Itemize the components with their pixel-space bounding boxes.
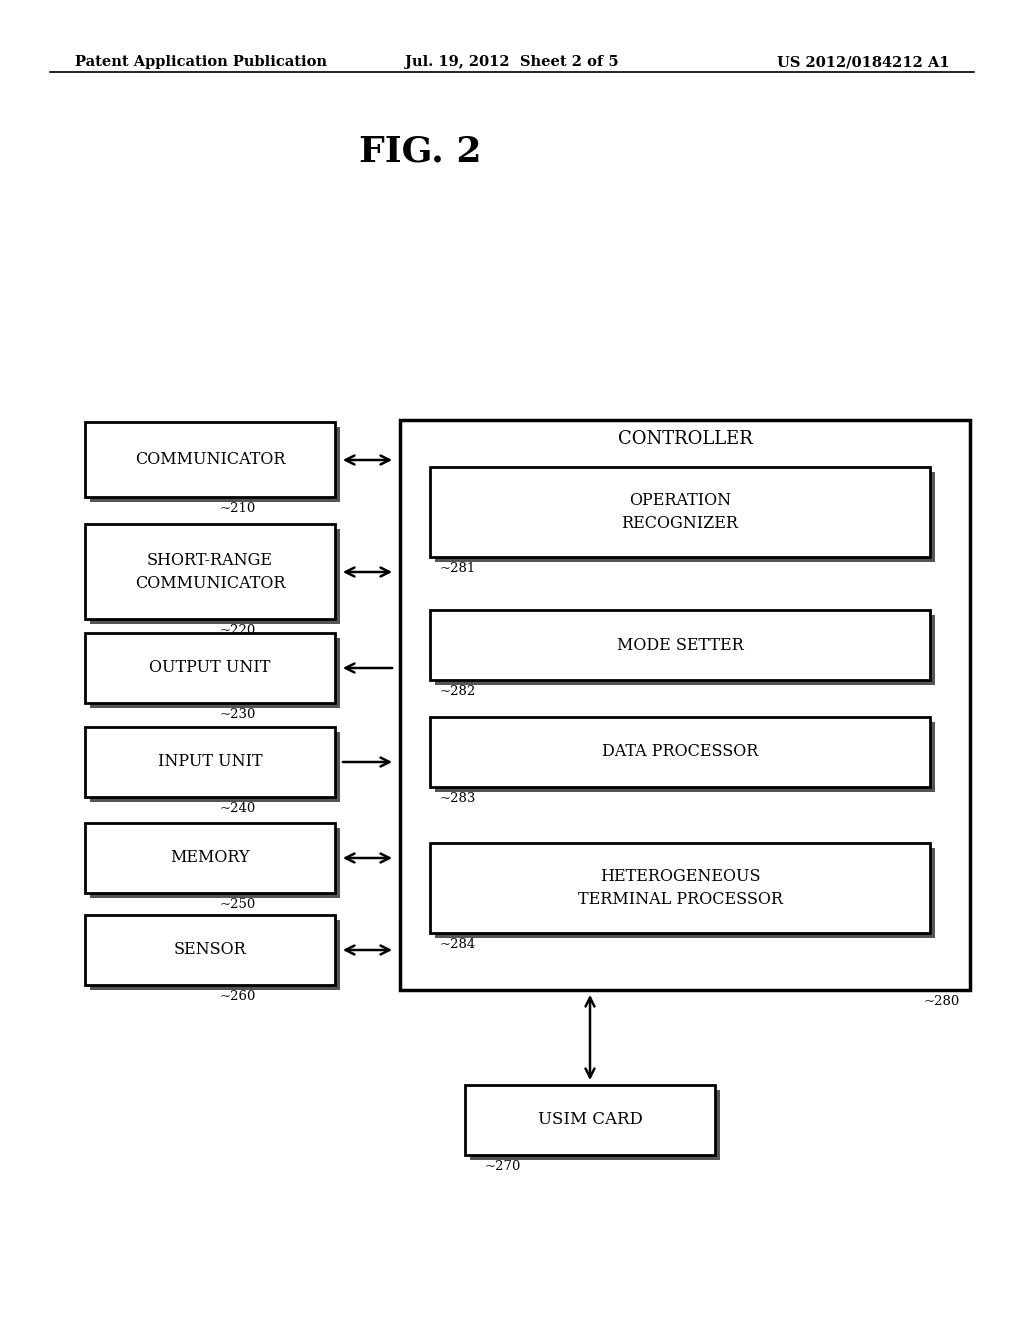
Text: ~283: ~283 (440, 792, 476, 805)
Text: USIM CARD: USIM CARD (538, 1111, 642, 1129)
Bar (435, 847, 935, 939)
Text: US 2012/0184212 A1: US 2012/0184212 A1 (777, 55, 950, 69)
Text: DATA PROCESSOR: DATA PROCESSOR (602, 743, 758, 760)
Text: CONTROLLER: CONTROLLER (617, 430, 753, 447)
Bar (85, 422, 335, 498)
Bar (90, 638, 340, 708)
Bar (90, 733, 340, 803)
Text: ~284: ~284 (440, 939, 476, 950)
Text: ~250: ~250 (220, 898, 256, 911)
Bar (90, 828, 340, 898)
Bar (85, 634, 335, 704)
Bar (435, 473, 935, 562)
Bar (85, 524, 335, 619)
Bar (435, 722, 935, 792)
Text: MODE SETTER: MODE SETTER (616, 636, 743, 653)
Text: ~230: ~230 (220, 708, 256, 721)
Text: OPERATION
RECOGNIZER: OPERATION RECOGNIZER (622, 492, 738, 532)
Text: INPUT UNIT: INPUT UNIT (158, 754, 262, 771)
Text: Patent Application Publication: Patent Application Publication (75, 55, 327, 69)
Text: ~280: ~280 (924, 995, 961, 1008)
Text: ~210: ~210 (220, 502, 256, 515)
Text: COMMUNICATOR: COMMUNICATOR (135, 451, 286, 469)
Text: ~282: ~282 (440, 685, 476, 698)
Bar (90, 920, 340, 990)
Bar (90, 426, 340, 502)
Bar (85, 822, 335, 894)
Bar (430, 467, 930, 557)
Bar (435, 615, 935, 685)
Text: ~220: ~220 (220, 624, 256, 638)
Text: ~240: ~240 (220, 803, 256, 814)
Bar (85, 727, 335, 797)
Bar (85, 915, 335, 985)
Bar (430, 717, 930, 787)
Bar (465, 1085, 715, 1155)
Text: FIG. 2: FIG. 2 (358, 135, 481, 169)
Bar (470, 1090, 720, 1160)
Text: Jul. 19, 2012  Sheet 2 of 5: Jul. 19, 2012 Sheet 2 of 5 (406, 55, 618, 69)
Bar (430, 610, 930, 680)
Text: OUTPUT UNIT: OUTPUT UNIT (150, 660, 270, 676)
Text: ~281: ~281 (440, 562, 476, 576)
Text: SHORT-RANGE
COMMUNICATOR: SHORT-RANGE COMMUNICATOR (135, 552, 286, 591)
Text: ~260: ~260 (220, 990, 256, 1003)
Bar (90, 529, 340, 624)
Text: SENSOR: SENSOR (174, 941, 247, 958)
Text: HETEROGENEOUS
TERMINAL PROCESSOR: HETEROGENEOUS TERMINAL PROCESSOR (578, 869, 782, 908)
Text: MEMORY: MEMORY (170, 850, 250, 866)
Bar (400, 420, 970, 990)
Text: ~270: ~270 (485, 1160, 521, 1173)
Bar (430, 843, 930, 933)
